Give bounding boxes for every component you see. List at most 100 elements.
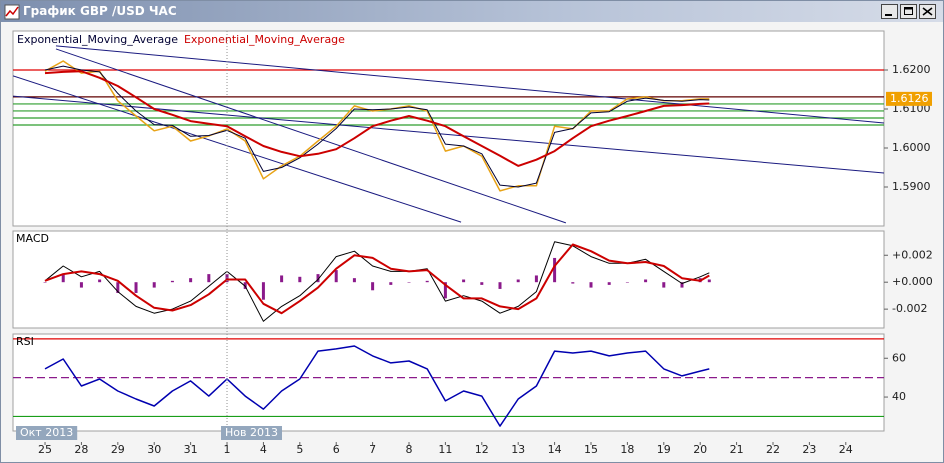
price-marker (886, 91, 932, 106)
histogram-bar (152, 282, 156, 288)
x-tick-label: 13 (511, 443, 525, 456)
panel (12, 333, 885, 432)
histogram-bar (43, 282, 47, 283)
x-tick-label: 23 (802, 443, 816, 456)
window-title: График GBP /USD ЧАС (23, 4, 177, 18)
histogram-bar (589, 282, 593, 288)
panel-label: RSI (16, 335, 34, 348)
plot-area (13, 45, 884, 224)
trend-line (13, 75, 462, 223)
series-line (44, 241, 710, 322)
x-tick-label: 11 (438, 443, 452, 456)
x-tick-label: 14 (548, 443, 562, 456)
histogram-bar (134, 282, 138, 293)
legend-entry: Exponential_Moving_Average (17, 33, 178, 46)
histogram-bar (680, 282, 684, 288)
x-tick-label: 1 (224, 443, 231, 456)
histogram-bar (189, 278, 193, 283)
y-tick-label: +0.002 (892, 248, 933, 261)
histogram-bar (207, 274, 211, 283)
x-tick-label: 6 (333, 443, 340, 456)
y-tick-label: 1.6200 (892, 63, 931, 76)
histogram-bar (534, 275, 538, 283)
x-tick-label: 25 (38, 443, 52, 456)
y-tick-label: 1.6000 (892, 141, 931, 154)
period-label: Окт 2013 (20, 426, 73, 439)
series-line (44, 70, 710, 167)
x-tick-label: 8 (406, 443, 413, 456)
x-tick-label: 7 (369, 443, 376, 456)
histogram-bar (280, 275, 284, 283)
histogram-bar (298, 276, 302, 283)
panel (12, 230, 885, 329)
x-tick-label: 31 (184, 443, 198, 456)
period-box (221, 426, 283, 440)
series-line (44, 60, 710, 192)
x-tick-label: 30 (147, 443, 161, 456)
panel-label: MACD (16, 232, 49, 245)
axis-strip (1, 431, 943, 462)
plot-area (43, 241, 711, 322)
histogram-bar (662, 282, 666, 288)
series-line (44, 65, 710, 188)
x-tick-label: 20 (693, 443, 707, 456)
trend-line (55, 48, 567, 224)
series-line (44, 345, 710, 427)
histogram-bar (480, 282, 484, 285)
series-line (44, 243, 710, 315)
histogram-bar (462, 279, 466, 283)
x-tick-label: 29 (111, 443, 125, 456)
y-tick-label: 1.5900 (892, 180, 931, 193)
histogram-bar (571, 282, 575, 284)
histogram-bar (116, 282, 120, 293)
histogram-bar (316, 274, 320, 283)
x-tick-label: 5 (296, 443, 303, 456)
trend-line (13, 95, 884, 174)
y-tick-label: 60 (892, 351, 906, 364)
histogram-bar (553, 257, 557, 283)
period-box (16, 426, 78, 440)
histogram-bar (389, 282, 393, 285)
legend-entry: Exponential_Moving_Average (184, 33, 345, 46)
histogram-bar (61, 274, 65, 283)
x-tick-label: 18 (620, 443, 634, 456)
window-buttons[interactable] (881, 4, 939, 20)
x-tick-label: 21 (730, 443, 744, 456)
title-bar: График GBP /USD ЧАС (1, 1, 943, 22)
price-marker-label: 1.6126 (890, 92, 929, 105)
histogram-bar (225, 274, 229, 283)
histogram-bar (371, 282, 375, 291)
x-tick-label: 4 (260, 443, 267, 456)
histogram-bar (243, 282, 247, 289)
plot-area (13, 338, 884, 427)
histogram-bar (707, 279, 711, 283)
histogram-bar (352, 278, 356, 283)
histogram-bar (407, 282, 411, 283)
period-label: Нов 2013 (225, 426, 278, 439)
histogram-bar (625, 282, 629, 283)
histogram-bar (170, 280, 174, 283)
x-tick-label: 15 (584, 443, 598, 456)
histogram-bar (443, 282, 447, 299)
histogram-bar (79, 282, 83, 288)
y-tick-label: -0.002 (892, 302, 927, 315)
y-tick-label: +0.000 (892, 275, 933, 288)
histogram-bar (425, 280, 429, 283)
x-tick-label: 12 (475, 443, 489, 456)
histogram-bar (261, 282, 265, 300)
x-tick-label: 19 (657, 443, 671, 456)
x-tick-label: 28 (74, 443, 88, 456)
y-tick-label: 40 (892, 390, 906, 403)
histogram-bar (498, 282, 502, 289)
histogram-bar (607, 282, 611, 285)
histogram-bar (644, 279, 648, 283)
x-tick-label: 24 (839, 443, 853, 456)
app-icon (4, 4, 20, 20)
histogram-bar (98, 279, 102, 283)
trend-line (55, 45, 884, 124)
x-tick-label: 22 (766, 443, 780, 456)
histogram-bar (516, 279, 520, 283)
histogram-bar (334, 270, 338, 283)
